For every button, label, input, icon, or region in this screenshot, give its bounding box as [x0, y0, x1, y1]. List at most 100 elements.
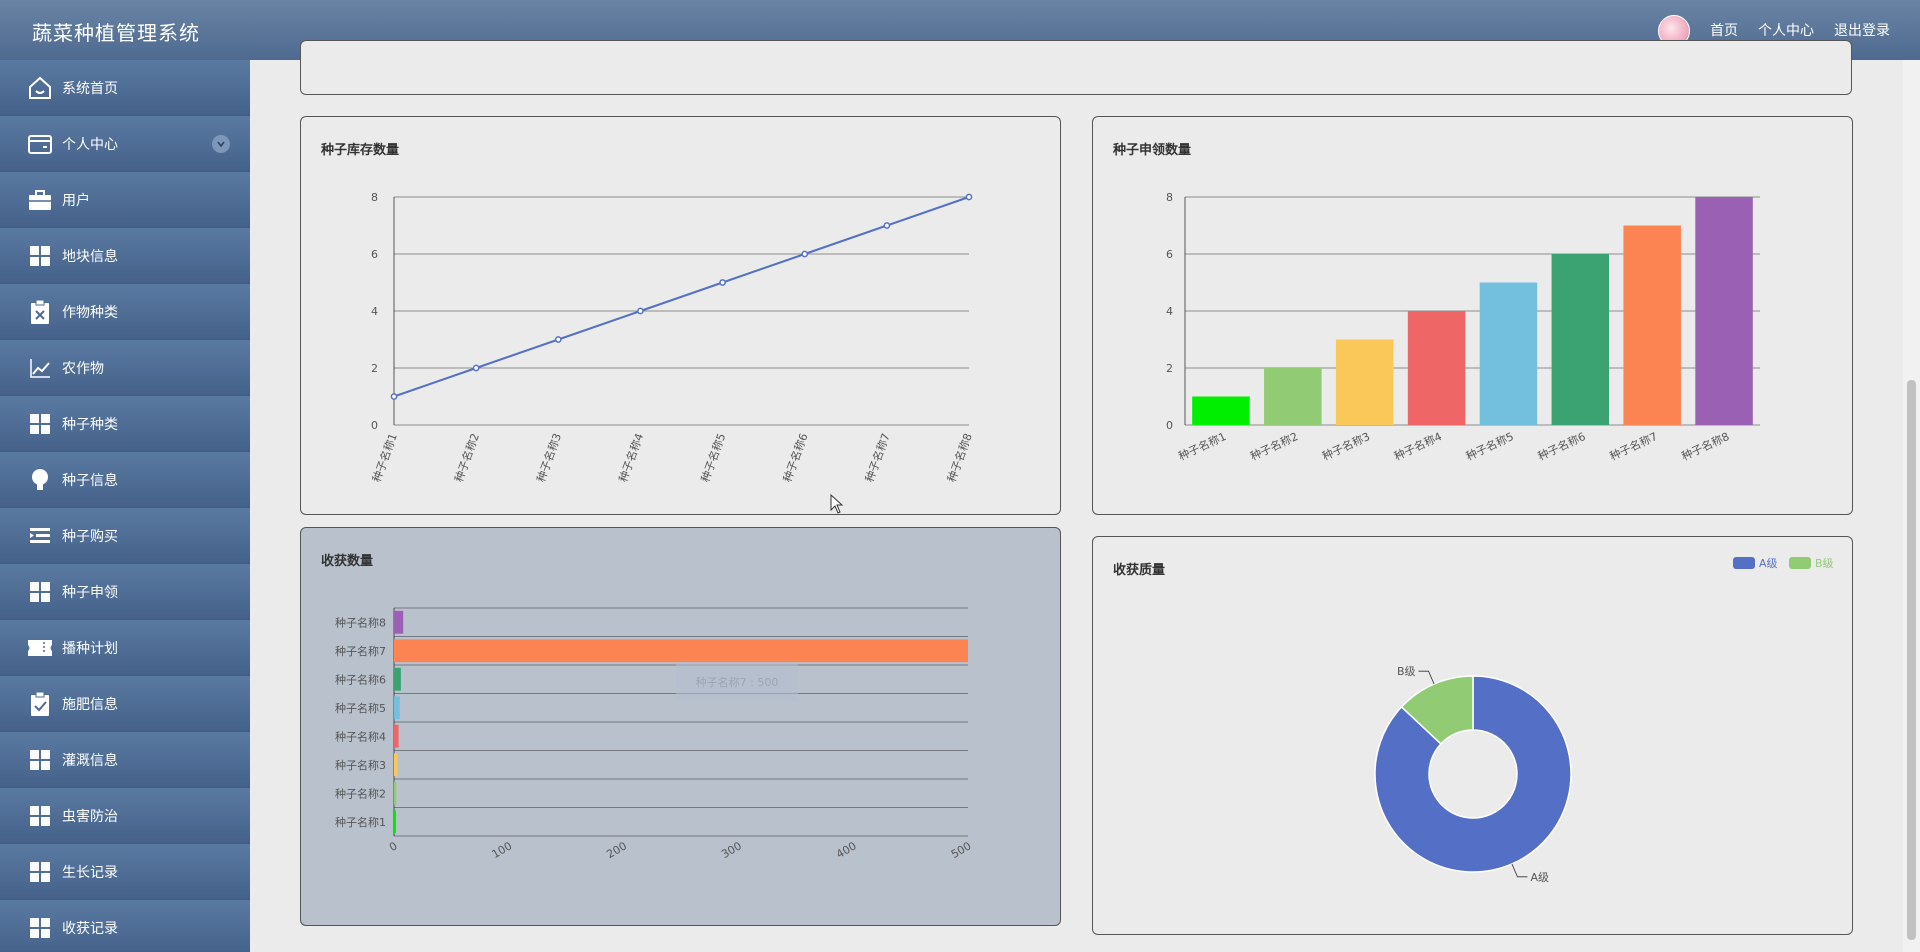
x-tick-label: 种子名称3 [1320, 429, 1372, 463]
sidebar-item-label: 种子申领 [62, 584, 118, 601]
bar [394, 696, 400, 720]
sidebar-item-label: 系统首页 [62, 80, 118, 97]
bar [1479, 282, 1538, 425]
nav-home-link[interactable]: 首页 [1710, 23, 1738, 39]
data-point [719, 279, 726, 286]
sidebar-item-seed-info[interactable]: 种子信息 [0, 452, 250, 508]
nav-profile-link[interactable]: 个人中心 [1758, 23, 1814, 39]
x-tick-label: 种子名称7 [862, 431, 893, 484]
chart-title: 种子申领数量 [1113, 143, 1192, 158]
sidebar-item-pest-control[interactable]: 虫害防治 [0, 788, 250, 844]
sidebar-item-plots[interactable]: 地块信息 [0, 228, 250, 284]
sidebar-item-label: 用户 [62, 192, 90, 209]
y-tick-label: 0 [371, 419, 378, 432]
sidebar-item-fertilize[interactable]: 施肥信息 [0, 676, 250, 732]
legend-swatch [1733, 557, 1755, 569]
grid-icon [26, 578, 54, 606]
label-line [1418, 670, 1435, 685]
scrollbar-thumb[interactable] [1907, 380, 1916, 940]
bulb-icon [26, 466, 54, 494]
bar [1695, 197, 1753, 425]
y-tick-label: 种子名称1 [335, 815, 386, 829]
grid-icon [26, 242, 54, 270]
y-tick-label: 2 [1166, 362, 1173, 375]
sidebar-item-label: 种子信息 [62, 472, 118, 489]
x-tick-label: 种子名称3 [534, 431, 565, 484]
harvest-quality-pie-chart: A级 B级 A级 B级 [1374, 557, 1834, 884]
x-tick-label: 种子名称1 [369, 431, 400, 484]
y-tick-label: 4 [371, 305, 378, 318]
data-point [883, 222, 891, 229]
x-tick-label: 种子名称8 [944, 431, 975, 484]
sidebar-item-harvest-records[interactable]: 收获记录 [0, 900, 250, 952]
y-tick-label: 6 [1166, 248, 1173, 261]
x-tick-label: 400 [834, 839, 859, 861]
chevron-down-icon[interactable] [212, 135, 230, 153]
sidebar: 系统首页 个人中心 用户 地块信息 作物种类 农作物 [0, 60, 250, 952]
clipboard-x-icon [26, 298, 54, 326]
x-tick-label: 种子名称4 [616, 431, 647, 484]
data-point [390, 393, 398, 400]
y-tick-label: 种子名称5 [335, 701, 386, 715]
data-point [965, 193, 973, 201]
chart-title: 种子库存数量 [321, 143, 400, 158]
home-icon [26, 74, 54, 102]
sidebar-item-home[interactable]: 系统首页 [0, 60, 250, 116]
legend-label: B级 [1815, 557, 1834, 570]
seed-stock-card: 种子库存数量 0 2 4 6 8 种子名称1 种子名称2 种子名称3 种子名称4 种子名称5 种子名… [300, 116, 1061, 515]
sidebar-item-irrigation[interactable]: 灌溉信息 [0, 732, 250, 788]
grid-icon [26, 746, 54, 774]
y-tick-label: 0 [1166, 419, 1173, 432]
grid-icon [26, 802, 54, 830]
label-line [1511, 863, 1528, 878]
sidebar-item-growth-records[interactable]: 生长记录 [0, 844, 250, 900]
bar [394, 781, 397, 805]
sidebar-item-label: 播种计划 [62, 640, 118, 657]
bar [1192, 396, 1250, 425]
sidebar-item-label: 收获记录 [62, 920, 118, 937]
clipboard-check-icon [26, 690, 54, 718]
x-tick-label: 种子名称6 [780, 431, 811, 484]
sidebar-item-label: 施肥信息 [62, 696, 118, 713]
y-tick-label: 8 [371, 191, 378, 204]
grid-icon [26, 914, 54, 942]
sidebar-item-sowing-plan[interactable]: 播种计划 [0, 620, 250, 676]
logout-link[interactable]: 退出登录 [1834, 23, 1890, 39]
sidebar-item-label: 生长记录 [62, 864, 118, 881]
x-tick-label: 种子名称7 [1607, 429, 1659, 463]
pie-slice [1400, 675, 1474, 745]
trend-chart-icon [26, 354, 54, 382]
bar [394, 639, 968, 663]
slice-label: A级 [1530, 871, 1549, 884]
ticket-icon [26, 634, 54, 662]
data-point [637, 307, 644, 315]
x-tick-label: 种子名称1 [1176, 429, 1228, 463]
pie-slice [1374, 675, 1572, 873]
y-tick-label: 种子名称4 [335, 729, 386, 743]
x-tick-label: 种子名称5 [1464, 429, 1516, 463]
sidebar-item-label: 种子种类 [62, 416, 118, 433]
seed-apply-card: 种子申领数量 0 2 4 6 8 种子名称1 种子名称2 种子名称3 种子名称4 种子名称5 种子名… [1092, 116, 1853, 515]
sidebar-item-crops[interactable]: 农作物 [0, 340, 250, 396]
mouse-cursor-icon [830, 494, 844, 514]
bar [1551, 254, 1610, 425]
chart-tooltip: 种子名称7 : 500 [676, 662, 798, 702]
sidebar-item-seed-types[interactable]: 种子种类 [0, 396, 250, 452]
x-tick-label: 种子名称8 [1679, 429, 1731, 463]
bar [1335, 339, 1394, 425]
data-point [801, 250, 809, 258]
page-scrollbar[interactable] [1903, 60, 1920, 952]
sidebar-item-seed-purchase[interactable]: 种子购买 [0, 508, 250, 564]
bar [394, 810, 396, 834]
seed-stock-line-chart: 0 2 4 6 8 种子名称1 种子名称2 种子名称3 种子名称4 种子名称5 种子名称6 种子名称7… [369, 191, 975, 484]
sidebar-item-seed-apply[interactable]: 种子申领 [0, 564, 250, 620]
sidebar-item-users[interactable]: 用户 [0, 172, 250, 228]
x-tick-label: 种子名称5 [698, 431, 729, 484]
series-line [393, 196, 970, 398]
y-tick-label: 6 [371, 248, 378, 261]
sidebar-item-label: 作物种类 [62, 304, 118, 321]
y-tick-label: 种子名称6 [335, 672, 386, 686]
sidebar-item-profile[interactable]: 个人中心 [0, 116, 250, 172]
chart-title: 收获数量 [321, 554, 374, 569]
sidebar-item-crop-types[interactable]: 作物种类 [0, 284, 250, 340]
